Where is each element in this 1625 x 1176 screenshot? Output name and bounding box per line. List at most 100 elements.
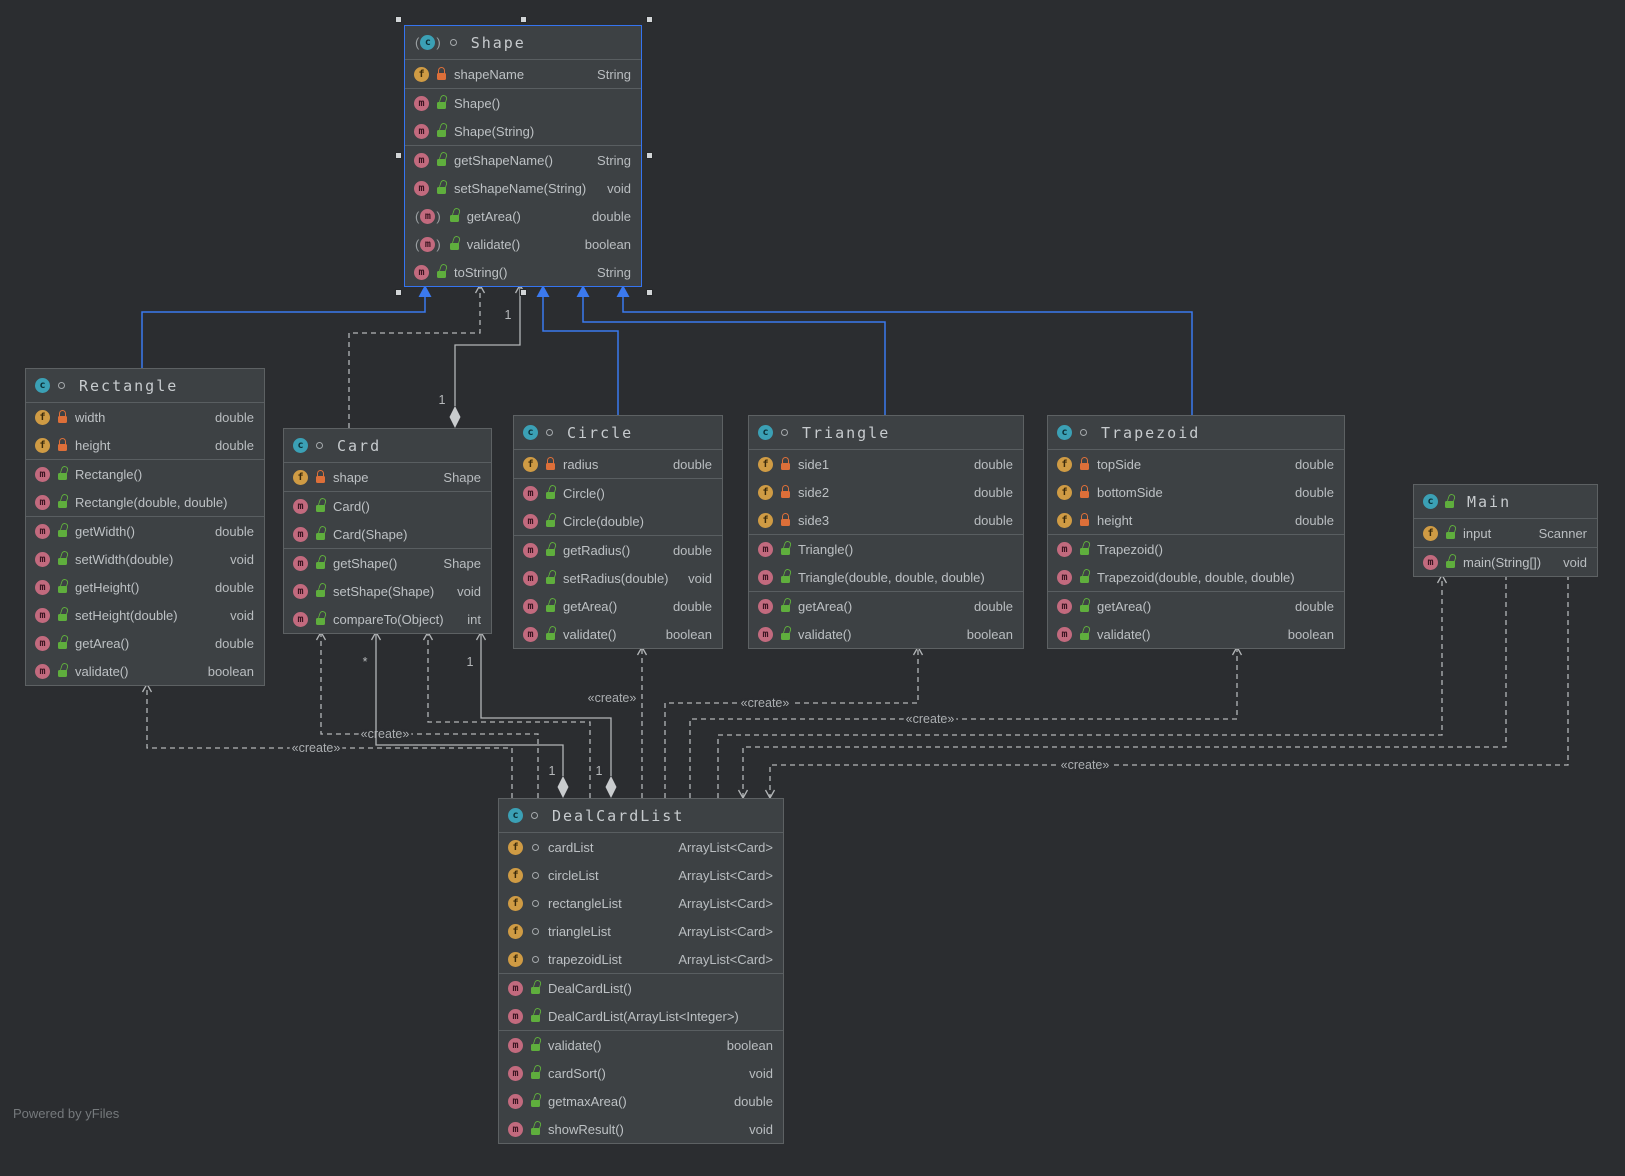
field-row[interactable]: f radius double [514, 450, 722, 478]
edge-rectangle-extends-shape[interactable] [141, 285, 432, 368]
field-row[interactable]: f side3 double [749, 506, 1023, 534]
class-rectangle[interactable]: c Rectangle f width double f height double m Rect… [25, 368, 265, 686]
method-row[interactable]: m setShapeName(String) void [405, 174, 641, 202]
selection-handle[interactable] [395, 16, 402, 23]
method-row[interactable]: m compareTo(Object) int [284, 605, 491, 633]
member-type: double [1294, 598, 1334, 614]
public-lock-icon [437, 187, 446, 194]
member-visibility [530, 1066, 541, 1081]
class-shape[interactable]: c Shape f shapeName String m Shape() m Shape(Str… [395, 16, 653, 296]
field-row[interactable]: f triangleList ArrayList<Card> [499, 917, 783, 945]
selection-handle[interactable] [520, 16, 527, 23]
edge-main-creates-dealcardlist-2[interactable]: «create» [764, 575, 1569, 800]
constructor-row[interactable]: m Shape() [405, 89, 641, 117]
field-row[interactable]: f side1 double [749, 450, 1023, 478]
constructor-row[interactable]: m Rectangle(double, double) [26, 488, 264, 516]
method-row[interactable]: m getShapeName() String [405, 146, 641, 174]
field-row[interactable]: f height double [26, 431, 264, 459]
method-row[interactable]: m getWidth() double [26, 517, 264, 545]
class-icon: c [293, 438, 308, 453]
field-row[interactable]: f width double [26, 403, 264, 431]
field-row[interactable]: f height double [1048, 506, 1344, 534]
field-row[interactable]: f cardList ArrayList<Card> [499, 833, 783, 861]
method-row[interactable]: m validate() boolean [749, 620, 1023, 648]
edge-card-has-shape[interactable]: 11 [437, 283, 526, 428]
class-icon: c [508, 808, 523, 823]
method-row[interactable]: m toString() String [405, 258, 641, 286]
method-row[interactable]: m validate() boolean [26, 657, 264, 685]
method-row[interactable]: m getRadius() double [514, 536, 722, 564]
class-card[interactable]: c Card f shape Shape m Card() m Card(Shape) m getS… [283, 428, 492, 634]
public-lock-icon [316, 533, 325, 540]
field-row[interactable]: f shape Shape [284, 463, 491, 491]
method-row[interactable]: m setHeight(double) void [26, 601, 264, 629]
field-row[interactable]: f shapeName String [405, 60, 641, 88]
method-row[interactable]: m getHeight() double [26, 573, 264, 601]
field-row[interactable]: f side2 double [749, 478, 1023, 506]
class-circle[interactable]: c Circle f radius double m Circle() m Circle(dou… [513, 415, 723, 649]
selection-handle[interactable] [646, 152, 653, 159]
constructor-row[interactable]: m DealCardList(ArrayList<Integer>) [499, 1002, 783, 1030]
class-dealcardlist[interactable]: c DealCardList f cardList ArrayList<Card> f ci… [498, 798, 784, 1144]
method-row[interactable]: m getArea() double [1048, 592, 1344, 620]
edge-dealcardlist-creates-circle[interactable]: «create» [585, 645, 648, 798]
class-trapezoid[interactable]: c Trapezoid f topSide double f bottomSide doubl… [1047, 415, 1345, 649]
constructor-row[interactable]: m Card() [284, 492, 491, 520]
constructor-row[interactable]: m Circle(double) [514, 507, 722, 535]
edge-triangle-extends-shape[interactable] [576, 285, 886, 415]
method-row[interactable]: m setWidth(double) void [26, 545, 264, 573]
edge-trapezoid-extends-shape[interactable] [616, 285, 1193, 415]
class-triangle[interactable]: c Triangle f side1 double f side2 double f side3 d… [748, 415, 1024, 649]
field-row[interactable]: f rectangleList ArrayList<Card> [499, 889, 783, 917]
method-row[interactable]: m setRadius(double) void [514, 564, 722, 592]
constructor-row[interactable]: m Card(Shape) [284, 520, 491, 548]
member-visibility [315, 612, 326, 627]
field-row[interactable]: f circleList ArrayList<Card> [499, 861, 783, 889]
member-icon-group: m [1057, 569, 1072, 585]
constructor-row[interactable]: m Shape(String) [405, 117, 641, 145]
method-row[interactable]: m main(String[]) void [1414, 548, 1597, 576]
constructor-row[interactable]: m Trapezoid() [1048, 535, 1344, 563]
method-row[interactable]: m validate() boolean [405, 230, 641, 258]
method-row[interactable]: m getmaxArea() double [499, 1087, 783, 1115]
method-row[interactable]: m setShape(Shape) void [284, 577, 491, 605]
edge-dealcardlist-creates-rectangle[interactable]: «create» [141, 682, 513, 798]
constructor-row[interactable]: m Trapezoid(double, double, double) [1048, 563, 1344, 591]
edge-circle-extends-shape[interactable] [536, 285, 619, 415]
selection-handle[interactable] [520, 289, 527, 296]
edge-dealcardlist-has-cards-2[interactable]: 11 [465, 630, 617, 798]
member-visibility [436, 153, 447, 168]
edge-dealcardlist-creates-triangle[interactable]: «create» [664, 645, 924, 798]
method-row[interactable]: m getArea() double [26, 629, 264, 657]
method-row[interactable]: m validate() boolean [499, 1031, 783, 1059]
constructor-row[interactable]: m DealCardList() [499, 974, 783, 1002]
constructor-row[interactable]: m Circle() [514, 479, 722, 507]
constructor-row[interactable]: m Rectangle() [26, 460, 264, 488]
method-row[interactable]: m cardSort() void [499, 1059, 783, 1087]
method-row[interactable]: m getArea() double [405, 202, 641, 230]
constructor-row[interactable]: m Triangle() [749, 535, 1023, 563]
edge-dealcardlist-creates-card-1[interactable]: «create» [315, 630, 539, 798]
selection-handle[interactable] [395, 152, 402, 159]
field-row[interactable]: f input Scanner [1414, 519, 1597, 547]
method-row[interactable]: m getShape() Shape [284, 549, 491, 577]
method-row[interactable]: m getArea() double [514, 592, 722, 620]
selection-handle[interactable] [395, 289, 402, 296]
method-row[interactable]: m showResult() void [499, 1115, 783, 1143]
edge-dealcardlist-creates-card-2[interactable] [422, 630, 591, 798]
create-stereotype-label: «create» [906, 712, 955, 726]
constructor-row[interactable]: m Triangle(double, double, double) [749, 563, 1023, 591]
field-row[interactable]: f trapezoidList ArrayList<Card> [499, 945, 783, 973]
edge-card-uses-shape[interactable] [348, 283, 486, 428]
selection-handle[interactable] [646, 289, 653, 296]
method-row[interactable]: m validate() boolean [514, 620, 722, 648]
edge-dealcardlist-creates-trapezoid[interactable]: «create» [689, 645, 1243, 798]
method-row[interactable]: m validate() boolean [1048, 620, 1344, 648]
method-row[interactable]: m getArea() double [749, 592, 1023, 620]
selection-handle[interactable] [646, 16, 653, 23]
field-row[interactable]: f topSide double [1048, 450, 1344, 478]
public-lock-icon [531, 1100, 540, 1107]
field-row[interactable]: f bottomSide double [1048, 478, 1344, 506]
class-main[interactable]: c Main f input Scanner m main(String[]) void [1413, 484, 1598, 577]
